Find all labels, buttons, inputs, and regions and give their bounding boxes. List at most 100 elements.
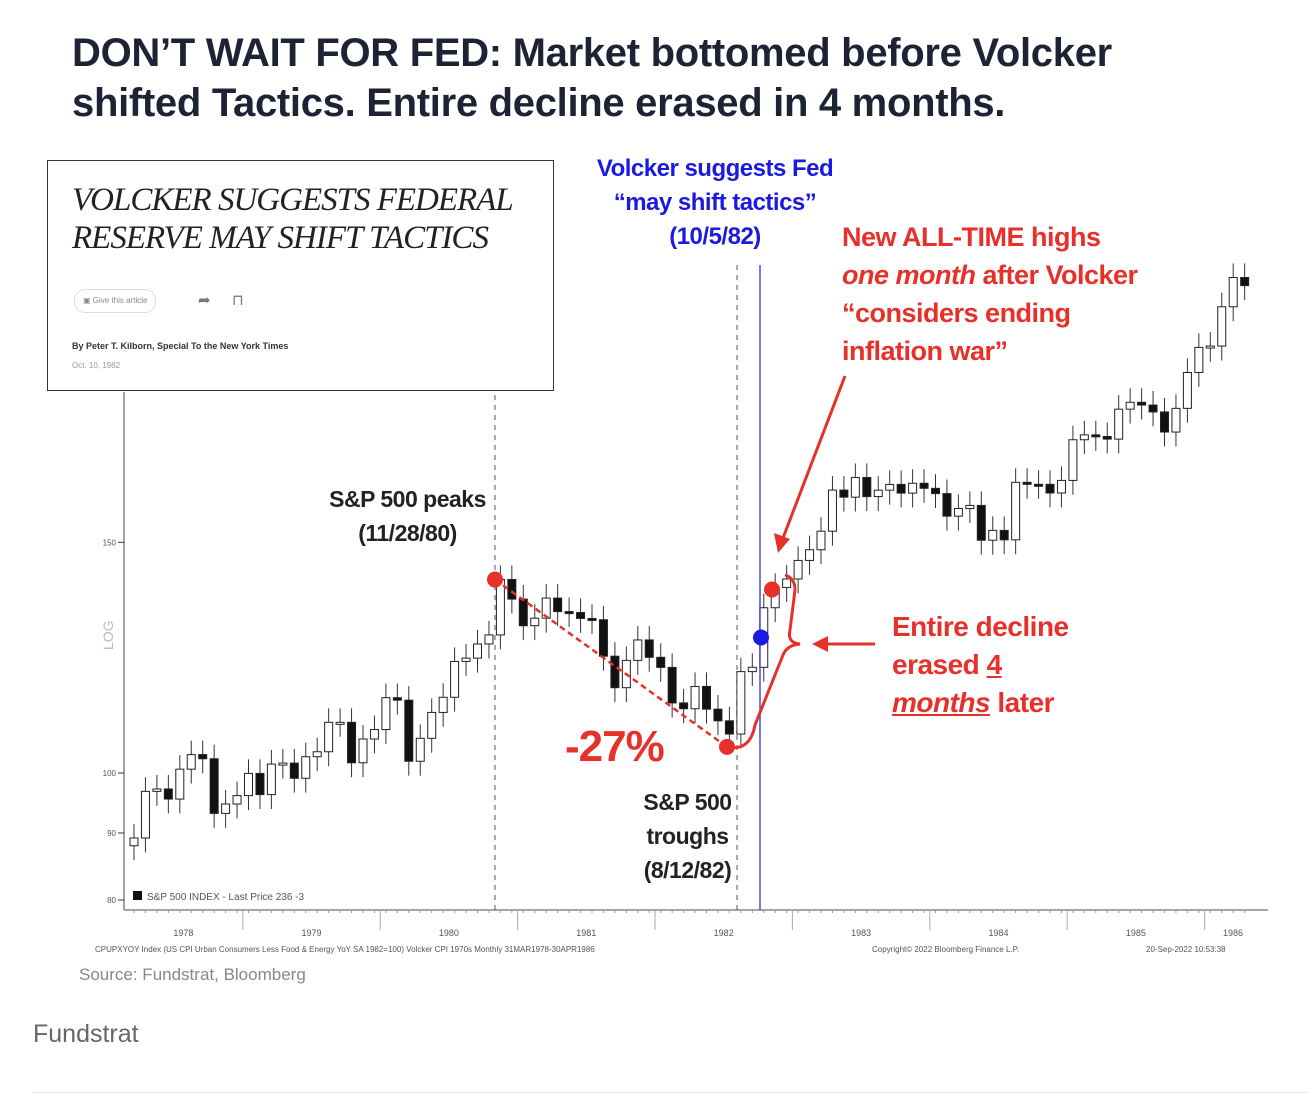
- recovery-brace: [726, 573, 801, 750]
- x-tick-label: 1979: [301, 928, 321, 938]
- candle-body-up: [827, 489, 837, 532]
- x-tick-label: 1986: [1223, 928, 1243, 938]
- x-tick-label: 1978: [173, 928, 193, 938]
- candle: [289, 749, 299, 793]
- candle: [175, 755, 185, 814]
- candle-body-up: [690, 685, 700, 710]
- candle-body-down: [667, 666, 677, 704]
- candle: [953, 494, 963, 531]
- candle-body-up: [850, 476, 860, 498]
- candle-body-down: [392, 697, 402, 701]
- trough-line-1: S&P 500: [643, 789, 732, 815]
- candle-body-down: [1034, 483, 1044, 487]
- candle-body-down: [209, 758, 219, 814]
- candle: [129, 823, 139, 861]
- candle: [1182, 358, 1192, 423]
- x-tick-label: 1983: [851, 928, 871, 938]
- candle: [1137, 388, 1147, 420]
- candle: [209, 744, 219, 828]
- candle: [1079, 420, 1089, 455]
- candle: [1160, 397, 1169, 447]
- gift-icon: ▣: [83, 296, 93, 305]
- candle-body-down: [598, 619, 608, 657]
- candle: [770, 573, 780, 623]
- peak-dot: [487, 571, 503, 588]
- candle: [702, 672, 711, 724]
- candle-body-down: [576, 612, 586, 619]
- share-icon[interactable]: ➦: [198, 292, 211, 309]
- candle: [1114, 395, 1124, 454]
- erased-later: later: [990, 687, 1055, 718]
- erased-line-3: months later: [892, 684, 1055, 722]
- candle-body-up: [461, 657, 471, 662]
- candle: [1125, 388, 1135, 424]
- volcker-line-2: “may shift tactics”: [613, 189, 817, 216]
- candle-body-up: [1056, 479, 1066, 494]
- title-line-2: shifted Tactics. Entire decline erased i…: [72, 81, 1006, 125]
- erased-annotation: Entire decline erased 4 months later: [892, 608, 1069, 722]
- candle: [1045, 470, 1055, 508]
- candle: [198, 740, 208, 774]
- candle-body-up: [885, 483, 895, 491]
- volcker-dot: [753, 629, 769, 646]
- candle: [1228, 263, 1238, 322]
- candle: [244, 759, 253, 811]
- source-note: Source: Fundstrat, Bloomberg: [79, 965, 306, 984]
- candle: [392, 683, 402, 715]
- candle: [1171, 394, 1181, 447]
- candle-body-up: [633, 639, 643, 661]
- chart-footnote: CPUPXYOY Index (US CPI Urban Consumers L…: [95, 945, 595, 954]
- ath-annotation: New ALL-TIME highs one month after Volck…: [842, 218, 1138, 370]
- candle: [461, 644, 471, 676]
- candle: [163, 774, 173, 814]
- candle: [381, 683, 391, 744]
- x-tick-label: 1980: [439, 928, 459, 938]
- candle: [518, 585, 528, 641]
- candle: [656, 643, 666, 682]
- trough-dot: [719, 738, 735, 755]
- bookmark-icon[interactable]: ⊓: [232, 292, 244, 309]
- candle-body-up: [324, 721, 334, 753]
- candle: [255, 759, 265, 810]
- y-tick-label: 90: [107, 829, 116, 838]
- candle-body-up: [1125, 401, 1135, 410]
- candle: [667, 653, 677, 718]
- inset-headline: VOLCKER SUGGESTS FEDERAL RESERVE MAY SHI…: [72, 181, 514, 257]
- page-title: DON’T WAIT FOR FED: Market bottomed befo…: [72, 28, 1272, 128]
- candle-body-down: [679, 702, 689, 710]
- gift-label: Give this article: [92, 296, 148, 305]
- candle: [335, 708, 345, 737]
- gift-article-button[interactable]: ▣ Give this article: [74, 289, 157, 313]
- candle-body-up: [782, 578, 792, 589]
- candle-body-down: [1102, 435, 1112, 440]
- nyt-headline-inset: VOLCKER SUGGESTS FEDERAL RESERVE MAY SHI…: [47, 160, 554, 391]
- candle-body-up: [415, 737, 425, 762]
- candle: [450, 647, 460, 712]
- candle: [827, 476, 837, 546]
- legend-swatch: [133, 891, 142, 900]
- candle-body-down: [1045, 483, 1055, 494]
- candle-body-down: [931, 487, 940, 495]
- x-tick-label: 1985: [1126, 928, 1146, 938]
- candle: [679, 688, 689, 724]
- candle: [793, 546, 803, 594]
- candle-body-up: [369, 729, 379, 740]
- candle-body-up: [186, 754, 196, 770]
- candle-body-down: [255, 772, 265, 796]
- candle-body-up: [312, 751, 322, 758]
- candle-body-up: [1171, 407, 1181, 433]
- decline-trendline: [494, 578, 728, 748]
- candle: [312, 737, 322, 772]
- candle-body-up: [244, 772, 253, 797]
- candle: [816, 517, 826, 565]
- candle-body-up: [1228, 277, 1238, 308]
- divider: [33, 1092, 1308, 1093]
- volcker-annotation: Volcker suggests Fed “may shift tactics”…: [595, 152, 835, 254]
- candle-body-up: [301, 756, 311, 779]
- candle-body-down: [644, 639, 654, 658]
- candle-body-down: [1160, 411, 1169, 433]
- candle-body-up: [278, 762, 288, 766]
- candle: [976, 491, 986, 555]
- candle-body-up: [1114, 408, 1124, 440]
- candle: [541, 584, 551, 633]
